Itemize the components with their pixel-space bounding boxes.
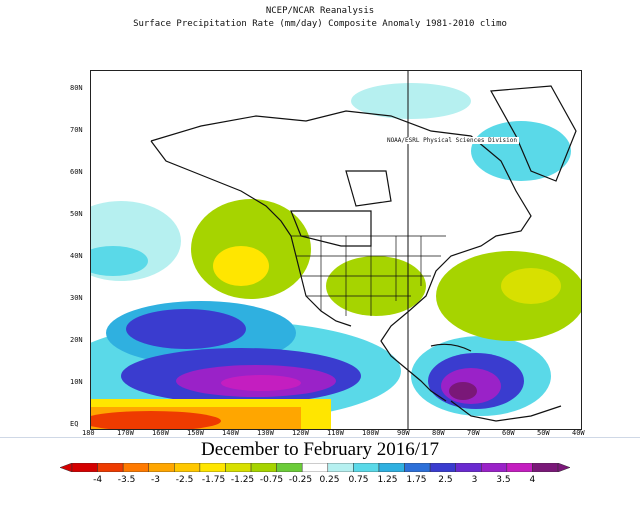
legend-swatch <box>404 463 431 472</box>
legend-swatch <box>199 463 226 472</box>
anomaly-region-ne-pacific-cyan <box>91 246 148 276</box>
longitude-label: 40W <box>572 429 585 437</box>
longitude-label: 110W <box>327 429 344 437</box>
anomaly-region-atlantic-yellow <box>501 268 561 304</box>
legend-tick-label: 1.25 <box>377 475 398 485</box>
precipitation-anomaly-map: NOAA/ESRL Physical Sciences Division <box>90 70 582 430</box>
longitude-label: 50W <box>537 429 550 437</box>
coastline-greenland <box>490 85 577 182</box>
legend-swatch <box>174 463 201 472</box>
coastline-north-america <box>150 110 532 402</box>
anomaly-region-caribbean-dark <box>449 382 477 400</box>
color-legend-bar <box>60 463 570 472</box>
legend-tick-label: -2.5 <box>175 475 194 485</box>
legend-swatch <box>276 463 303 472</box>
latitude-label: 50N <box>70 210 83 218</box>
anomaly-shading <box>91 83 581 429</box>
legend-tick-label: 2.5 <box>438 475 453 485</box>
caption-divider <box>0 437 640 438</box>
longitude-label: 180 <box>82 429 95 437</box>
longitude-label: 150W <box>187 429 204 437</box>
legend-swatch <box>353 463 380 472</box>
legend-tick-label: -3 <box>151 475 161 485</box>
legend-swatch <box>327 463 354 472</box>
map-credit: NOAA/ESRL Physical Sciences Division <box>384 137 519 144</box>
legend-swatch <box>378 463 405 472</box>
anomaly-region-central-green <box>326 256 426 316</box>
legend-swatch <box>301 463 329 472</box>
legend-tick-label: -1.75 <box>201 475 226 485</box>
legend-tick-label: -0.75 <box>259 475 284 485</box>
map-canvas <box>91 71 581 429</box>
legend-swatch <box>506 463 533 472</box>
legend-tick-label: -4 <box>93 475 103 485</box>
anomaly-region-greenland-cyan <box>471 121 571 181</box>
legend-swatch <box>97 463 124 472</box>
state-borders <box>291 235 446 316</box>
legend-swatch <box>429 463 456 472</box>
longitude-label: 60W <box>502 429 515 437</box>
legend-swatch <box>481 463 508 472</box>
latitude-label: 60N <box>70 168 83 176</box>
latitude-label: 80N <box>70 84 83 92</box>
legend-tick-label: 0.75 <box>348 475 369 485</box>
legend-tick-label: -3.5 <box>117 475 136 485</box>
coastline-hudson-bay <box>345 170 392 207</box>
legend-swatch <box>250 463 277 472</box>
anomaly-region-itcz-magenta <box>221 375 301 391</box>
legend-tick-label: -1.25 <box>230 475 255 485</box>
coastline-cuba <box>430 343 472 352</box>
legend-swatch <box>122 463 149 472</box>
latitude-label: 10N <box>70 378 83 386</box>
anomaly-region-equator-red <box>91 411 221 429</box>
longitude-label: 140W <box>222 429 239 437</box>
longitude-label: 130W <box>257 429 274 437</box>
coastline-south-america <box>450 400 562 422</box>
longitude-label: 100W <box>362 429 379 437</box>
map-title: NCEP/NCAR Reanalysis <box>265 6 375 16</box>
longitude-label: 160W <box>152 429 169 437</box>
longitude-label: 80W <box>432 429 445 437</box>
anomaly-region-west-coast-yellow <box>213 246 269 286</box>
season-caption: December to February 2016/17 <box>201 439 439 460</box>
legend-tick-label: 4 <box>529 475 536 485</box>
anomaly-region-subtropical-deep-blue <box>126 309 246 349</box>
longitude-label: 170W <box>117 429 134 437</box>
legend-tick-label: 3 <box>471 475 478 485</box>
map-subtitle: Surface Precipitation Rate (mm/day) Comp… <box>133 19 507 29</box>
latitude-label: 40N <box>70 252 83 260</box>
legend-swatch <box>148 463 175 472</box>
coastline-pacific <box>150 140 352 327</box>
legend-swatch <box>225 463 252 472</box>
coastline-hudson-inner <box>290 210 372 247</box>
legend-tick-label: 0.25 <box>319 475 340 485</box>
longitude-label: 70W <box>467 429 480 437</box>
legend-tick-label: 3.5 <box>496 475 511 485</box>
legend-swatch <box>532 463 559 472</box>
legend-tick-label: -0.25 <box>288 475 313 485</box>
legend-swatch <box>71 463 98 472</box>
latitude-label: 30N <box>70 294 83 302</box>
latitude-label: 70N <box>70 126 83 134</box>
coastlines <box>150 85 577 422</box>
legend-tick-label: 1.75 <box>406 475 427 485</box>
latitude-label: 20N <box>70 336 83 344</box>
legend-arrow-high <box>557 463 570 472</box>
legend-swatch <box>455 463 482 472</box>
latitude-label: EQ <box>70 420 79 428</box>
longitude-label: 90W <box>397 429 410 437</box>
anomaly-region-arctic-light <box>351 83 471 119</box>
longitude-label: 120W <box>292 429 309 437</box>
legend-arrow-low <box>60 463 73 472</box>
